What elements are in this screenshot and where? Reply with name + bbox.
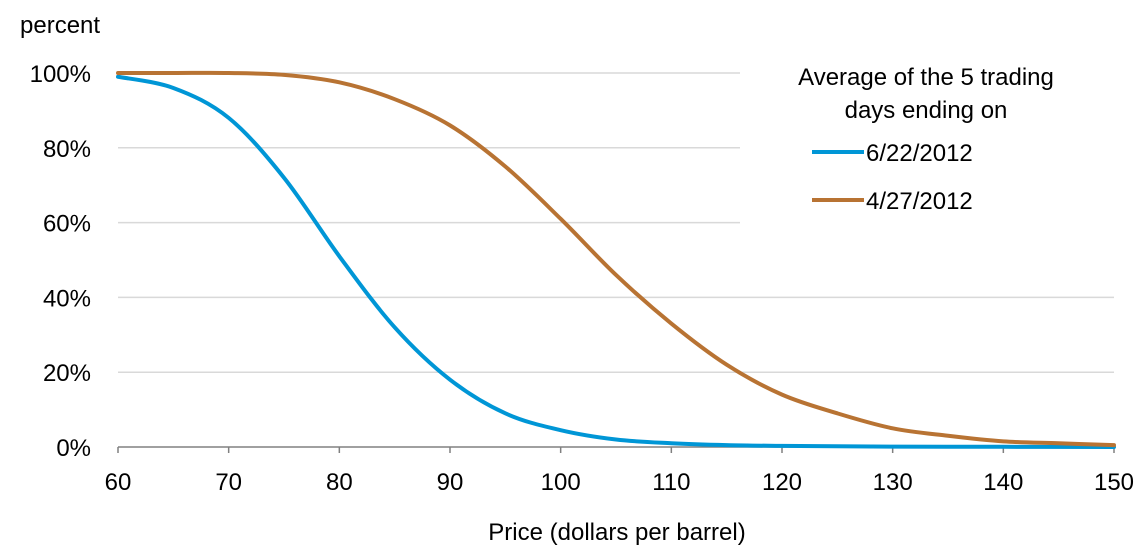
y-axis-ticks: 0% 20% 40% 60% 80% 100% xyxy=(30,61,91,462)
x-tick-label: 100 xyxy=(541,469,581,496)
x-tick-label: 130 xyxy=(873,469,913,496)
x-axis-title: Price (dollars per barrel) xyxy=(488,519,745,546)
y-tick-label: 40% xyxy=(43,285,91,312)
x-tick-label: 60 xyxy=(105,469,132,496)
x-tick-label: 80 xyxy=(326,469,353,496)
x-tick-label: 70 xyxy=(215,469,242,496)
x-tick-label: 110 xyxy=(652,469,690,496)
legend-title-line-2: days ending on xyxy=(845,97,1008,124)
legend: Average of the 5 trading days ending on 6/… xyxy=(798,64,1054,215)
x-tick-label: 140 xyxy=(983,469,1023,496)
y-tick-label: 0% xyxy=(56,435,91,462)
x-axis: 60 70 80 90 100 110 120 130 140 150 xyxy=(105,446,1134,496)
series-line-2 xyxy=(116,70,1116,448)
x-tick-label: 120 xyxy=(762,469,802,496)
y-tick-label: 100% xyxy=(30,61,91,88)
x-tick-label: 90 xyxy=(437,469,464,496)
legend-title-line-1: Average of the 5 trading xyxy=(798,64,1054,91)
legend-label-2: 4/27/2012 xyxy=(866,188,973,215)
legend-background xyxy=(740,58,1120,238)
legend-label-1: 6/22/2012 xyxy=(866,140,973,167)
y-tick-label: 20% xyxy=(43,360,91,387)
x-tick-label: 150 xyxy=(1094,469,1134,496)
y-axis-title: percent xyxy=(20,12,100,39)
series-lines xyxy=(116,70,1116,449)
series-line-1 xyxy=(116,74,1116,449)
y-tick-label: 80% xyxy=(43,136,91,163)
y-tick-label: 60% xyxy=(43,211,91,238)
